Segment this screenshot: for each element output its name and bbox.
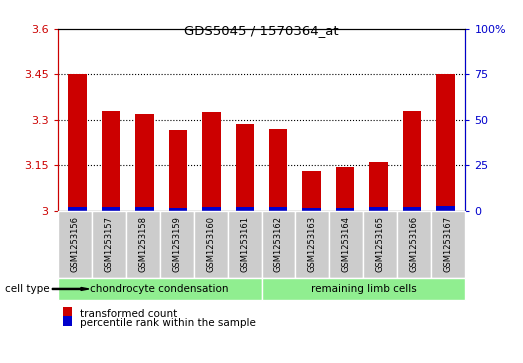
Text: GSM1253159: GSM1253159 <box>172 216 181 272</box>
Bar <box>202 207 221 211</box>
Bar <box>302 171 321 211</box>
Bar <box>135 207 154 211</box>
Bar <box>336 208 354 211</box>
Text: GSM1253167: GSM1253167 <box>444 216 453 272</box>
Bar <box>102 111 120 211</box>
Bar <box>269 207 288 211</box>
Bar <box>202 112 221 211</box>
Bar <box>369 162 388 211</box>
Bar <box>436 206 454 211</box>
Bar <box>169 208 187 211</box>
Bar <box>169 130 187 211</box>
Bar <box>135 114 154 211</box>
Text: percentile rank within the sample: percentile rank within the sample <box>80 318 256 328</box>
Text: GSM1253157: GSM1253157 <box>104 216 113 272</box>
Text: GSM1253165: GSM1253165 <box>376 216 385 272</box>
Text: GSM1253156: GSM1253156 <box>70 216 79 272</box>
Bar <box>69 74 87 211</box>
Text: chondrocyte condensation: chondrocyte condensation <box>90 284 229 294</box>
Text: GSM1253158: GSM1253158 <box>138 216 147 272</box>
Bar <box>403 111 421 211</box>
Text: cell type: cell type <box>5 284 50 294</box>
Bar <box>403 207 421 211</box>
Bar <box>235 125 254 211</box>
Bar <box>69 207 87 211</box>
Bar <box>369 207 388 211</box>
Bar <box>269 129 288 211</box>
Text: GSM1253166: GSM1253166 <box>410 216 419 272</box>
Bar <box>302 208 321 211</box>
Bar <box>102 207 120 211</box>
Text: remaining limb cells: remaining limb cells <box>311 284 416 294</box>
Text: transformed count: transformed count <box>80 309 177 319</box>
Text: GSM1253164: GSM1253164 <box>342 216 351 272</box>
Bar <box>336 167 354 211</box>
Text: GDS5045 / 1570364_at: GDS5045 / 1570364_at <box>184 24 339 37</box>
Bar <box>235 207 254 211</box>
Text: GSM1253163: GSM1253163 <box>308 216 317 272</box>
Text: GSM1253160: GSM1253160 <box>206 216 215 272</box>
Text: GSM1253162: GSM1253162 <box>274 216 283 272</box>
Text: GSM1253161: GSM1253161 <box>240 216 249 272</box>
Bar <box>436 74 454 211</box>
